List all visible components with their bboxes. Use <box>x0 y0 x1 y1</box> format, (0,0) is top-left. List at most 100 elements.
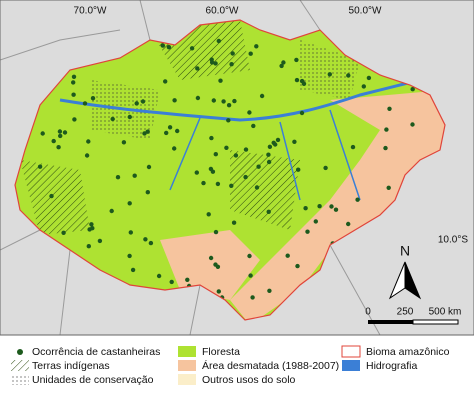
occurrence-point <box>213 262 218 267</box>
occurrence-point <box>61 230 66 235</box>
occurrence-point <box>266 209 271 214</box>
occurrence-point <box>256 164 261 169</box>
legend-label: Unidades de conservação <box>32 374 154 386</box>
river <box>59 78 421 122</box>
occurrence-point <box>259 93 265 99</box>
occurrence-point <box>384 127 389 132</box>
graticule-label: 10.0°S <box>438 235 468 246</box>
occurrence-point <box>175 128 180 134</box>
occurrence-point <box>267 288 272 293</box>
occurrence-point <box>82 101 88 106</box>
deforested <box>160 230 260 300</box>
occurrence-point <box>115 175 121 180</box>
occurrence-point <box>163 79 168 84</box>
occurrence-point <box>216 289 221 294</box>
country-borders <box>0 0 381 336</box>
indigenous-lands <box>20 160 90 235</box>
occurrence-point <box>62 130 68 135</box>
occurrence-point <box>201 180 206 186</box>
occurrence-point <box>90 226 95 231</box>
occurrence-point <box>71 92 76 97</box>
occurrence-point <box>301 81 307 87</box>
legend-symbol <box>342 360 360 371</box>
occurrence-point <box>49 193 54 199</box>
occurrence-point <box>229 183 234 188</box>
occurrence-point <box>169 279 174 285</box>
occurrence-point <box>215 181 221 187</box>
occurrence-point <box>232 98 237 104</box>
occurrence-point <box>303 206 308 211</box>
occurrence-point <box>323 165 328 171</box>
scale-label: 250 <box>397 307 414 318</box>
occurrence-point <box>143 237 148 242</box>
occurrence-point <box>243 174 248 180</box>
occurrence-point <box>206 212 211 217</box>
legend-label: Ocorrência de castanheiras <box>32 346 160 358</box>
occurrence-point <box>231 220 237 225</box>
occurrence-point <box>294 57 299 63</box>
occurrence-point <box>71 80 76 85</box>
legend-label: Outros usos do solo <box>202 374 296 386</box>
graticule-label: 60.0°W <box>206 6 239 17</box>
occurrence-point <box>146 164 152 170</box>
graticule-label: 70.0°W <box>74 6 107 17</box>
map-frame <box>0 0 474 336</box>
occurrence-point <box>254 44 259 49</box>
occurrence-point <box>195 95 201 101</box>
legend-label: Terras indígenas <box>32 360 110 372</box>
occurrence-point <box>86 139 91 144</box>
legend-symbol <box>178 346 196 357</box>
legend-symbol <box>11 374 29 385</box>
occurrence-point <box>294 77 300 83</box>
occurrence-point <box>140 99 146 104</box>
occurrence-point <box>243 147 249 152</box>
occurrence-point <box>58 133 63 139</box>
occurrence-point <box>361 84 366 89</box>
occurrence-point <box>127 201 132 206</box>
occurrence-point <box>221 99 226 104</box>
occurrence-point <box>40 131 45 136</box>
occurrence-point <box>275 137 281 143</box>
occurrence-point <box>72 117 77 122</box>
legend-label: Área desmatada (1988-2007) <box>202 359 339 372</box>
occurrence-point <box>296 167 301 172</box>
legend-label: Floresta <box>202 346 240 358</box>
occurrence-point <box>213 229 219 235</box>
occurrence-point <box>386 185 391 190</box>
occurrence-point <box>229 61 234 67</box>
occurrence-point <box>350 144 356 150</box>
occurrence-point <box>89 222 94 227</box>
occurrence-point <box>266 152 271 157</box>
occurrence-point <box>37 164 43 169</box>
occurrence-point <box>57 129 63 134</box>
occurrence-point <box>248 51 253 56</box>
occurrence-point <box>160 43 165 48</box>
occurrence-point <box>209 60 215 65</box>
occurrence-point <box>299 110 305 116</box>
legend: Ocorrência de castanheiras Floresta Biom… <box>11 345 450 386</box>
graticule-label: 50.0°W <box>349 6 382 17</box>
occurrence-point <box>247 253 252 259</box>
occurrence-point <box>317 204 322 209</box>
scale-bar <box>368 320 413 324</box>
deforested <box>230 90 445 320</box>
occurrence-point <box>189 46 195 51</box>
scale-bar <box>412 319 459 325</box>
occurrence-point <box>208 255 214 261</box>
occurrence-point <box>51 138 56 144</box>
occurrence-point <box>127 253 132 259</box>
occurrence-point <box>145 190 150 195</box>
occurrence-point <box>295 263 300 269</box>
occurrence-point <box>226 118 231 123</box>
indigenous-lands <box>230 150 300 230</box>
occurrence-point <box>167 125 173 130</box>
occurrence-point <box>216 38 221 44</box>
occurrence-point <box>346 221 351 227</box>
occurrence-point <box>226 103 232 108</box>
occurrence-point <box>329 204 334 209</box>
occurrence-point <box>281 60 286 65</box>
occurrence-point <box>156 273 162 279</box>
legend-symbol <box>17 349 23 355</box>
occurrence-point <box>71 74 77 80</box>
occurrence-point <box>134 101 139 106</box>
